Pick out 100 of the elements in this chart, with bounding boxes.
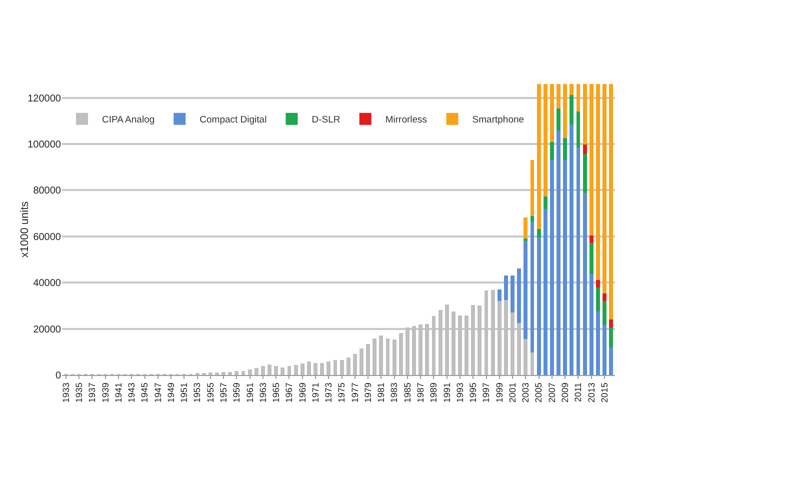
bar bbox=[582, 144, 587, 154]
bar bbox=[360, 348, 364, 375]
bar bbox=[589, 84, 594, 236]
bar bbox=[563, 84, 568, 138]
x-tick-label: 1937 bbox=[87, 382, 98, 403]
bar bbox=[248, 370, 252, 375]
y-tick-label: 60000 bbox=[33, 232, 62, 243]
x-tick-label: 2009 bbox=[560, 382, 570, 403]
bar bbox=[320, 362, 324, 375]
bar bbox=[563, 138, 568, 160]
legend-label: D-SLR bbox=[312, 114, 340, 126]
x-tick-label: 2005 bbox=[534, 382, 544, 403]
bar bbox=[602, 84, 606, 294]
y-tick-label: 20000 bbox=[33, 324, 62, 336]
x-tick-label: 1985 bbox=[402, 382, 412, 403]
legend-label: CIPA Analog bbox=[102, 114, 155, 126]
bar bbox=[517, 268, 522, 323]
bar bbox=[609, 319, 614, 328]
bar bbox=[524, 240, 528, 339]
bar bbox=[602, 324, 606, 375]
bar bbox=[570, 95, 574, 124]
bar bbox=[550, 142, 554, 160]
x-tick-label: 1973 bbox=[324, 382, 334, 403]
x-tick-label: 1943 bbox=[126, 382, 137, 403]
bar bbox=[398, 332, 403, 375]
bar bbox=[228, 372, 232, 375]
bar bbox=[543, 84, 548, 196]
bar bbox=[261, 366, 265, 375]
legend-label: Mirrorless bbox=[385, 114, 428, 126]
x-tick-label: 1981 bbox=[376, 382, 386, 403]
bar bbox=[366, 344, 370, 375]
x-tick-label: 2001 bbox=[507, 382, 518, 403]
x-tick-label: 1983 bbox=[389, 382, 400, 403]
legend-label: Compact Digital bbox=[200, 114, 267, 126]
bar bbox=[504, 276, 508, 300]
bar bbox=[268, 364, 272, 375]
bar bbox=[536, 229, 541, 238]
bar bbox=[589, 236, 594, 243]
bar bbox=[596, 312, 600, 375]
x-tick-label: 2013 bbox=[586, 382, 596, 403]
x-tick-label: 1989 bbox=[428, 382, 439, 403]
x-tick-label: 1997 bbox=[481, 382, 492, 403]
bar bbox=[596, 84, 600, 280]
bar bbox=[556, 84, 560, 108]
bar bbox=[602, 293, 606, 301]
y-axis-title: x1000 units bbox=[19, 200, 32, 258]
bar bbox=[543, 196, 548, 210]
bar bbox=[570, 84, 574, 96]
x-tick-label: 1999 bbox=[494, 382, 504, 403]
bar bbox=[550, 84, 554, 142]
x-tick-label: 1987 bbox=[416, 382, 426, 403]
bar bbox=[596, 287, 600, 312]
bar bbox=[589, 274, 594, 375]
bar bbox=[234, 371, 239, 375]
x-tick-label: 1969 bbox=[297, 382, 308, 403]
bar bbox=[314, 362, 318, 375]
bar bbox=[556, 130, 560, 375]
bar bbox=[602, 300, 606, 324]
x-tick-label: 1971 bbox=[310, 382, 320, 403]
bar bbox=[536, 84, 541, 230]
y-tick-label: 0 bbox=[55, 370, 62, 382]
bar bbox=[379, 336, 384, 375]
bar bbox=[582, 154, 587, 193]
x-tick-label: 1965 bbox=[271, 382, 282, 403]
bar bbox=[510, 276, 515, 312]
bar bbox=[589, 242, 594, 274]
bar bbox=[346, 358, 350, 375]
x-tick-label: 2007 bbox=[546, 382, 557, 403]
bar bbox=[609, 84, 614, 320]
bar bbox=[582, 192, 587, 375]
x-tick-label: 1955 bbox=[205, 382, 216, 403]
bar bbox=[563, 160, 568, 375]
x-tick-label: 1977 bbox=[350, 382, 360, 403]
bar bbox=[241, 371, 246, 375]
x-tick-label: 1961 bbox=[244, 382, 255, 403]
bar bbox=[274, 366, 278, 375]
x-tick-label: 1949 bbox=[166, 382, 176, 403]
bar bbox=[294, 365, 298, 375]
bar bbox=[280, 367, 285, 375]
bar bbox=[254, 368, 258, 375]
bar bbox=[497, 290, 502, 301]
bar bbox=[550, 160, 554, 375]
bar bbox=[222, 372, 226, 375]
bar bbox=[340, 360, 344, 375]
x-tick-label: 1945 bbox=[140, 382, 150, 403]
bar bbox=[300, 363, 304, 375]
x-tick-label: 1957 bbox=[218, 382, 228, 403]
x-tick-label: 2015 bbox=[599, 382, 610, 403]
bar bbox=[609, 327, 614, 348]
x-tick-label: 1967 bbox=[284, 382, 294, 403]
bar bbox=[596, 280, 600, 288]
bar bbox=[326, 362, 331, 375]
y-tick-label: 100000 bbox=[28, 140, 62, 151]
x-tick-label: 1991 bbox=[442, 382, 452, 403]
bar bbox=[536, 238, 541, 375]
bar bbox=[570, 124, 574, 375]
x-tick-label: 1941 bbox=[113, 382, 124, 403]
bar bbox=[556, 108, 560, 131]
bar bbox=[306, 362, 311, 375]
x-tick-label: 1975 bbox=[336, 382, 347, 403]
